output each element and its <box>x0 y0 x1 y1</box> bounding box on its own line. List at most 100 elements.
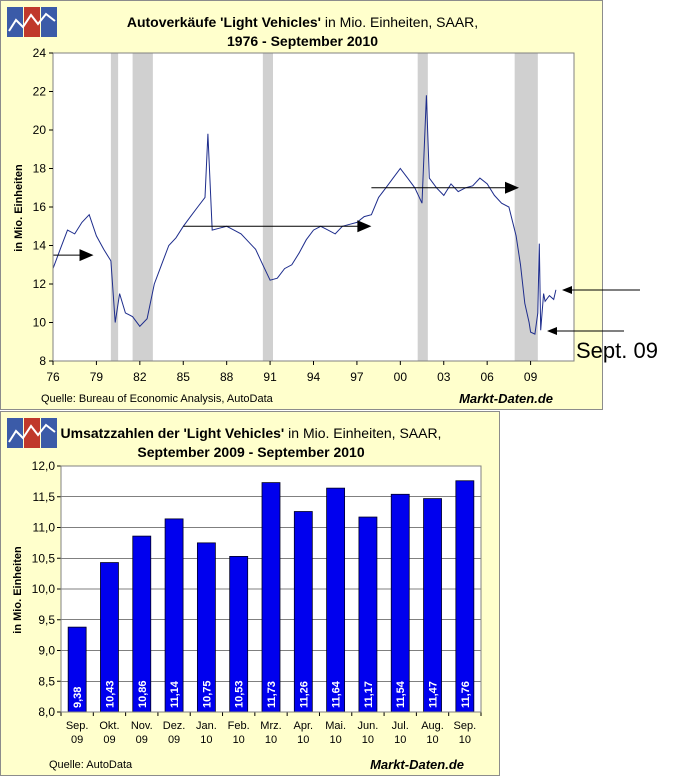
sept09-annotation: Sept. 09 <box>576 338 658 363</box>
y-tick-label: 16 <box>33 200 47 214</box>
bar-value-label: 11,14 <box>169 680 181 708</box>
y-tick-label: 8 <box>39 354 46 368</box>
brand-text: Markt-Daten.de <box>370 757 464 772</box>
recession-band <box>110 53 119 361</box>
x-tick-label: Nov. <box>131 720 153 732</box>
plot-area <box>53 53 574 361</box>
x-tick-label-year: 09 <box>71 734 83 746</box>
y-tick-label: 8,5 <box>38 674 55 688</box>
x-tick-label: 09 <box>524 370 538 384</box>
source-text: Quelle: AutoData <box>49 759 133 771</box>
y-tick-label: 12,0 <box>32 459 56 473</box>
y-tick-label: 24 <box>33 46 47 60</box>
line-chart: 8 10 12 14 16 18 20 22 24 76 79 82 85 88 91 94 97 00 03 06 0… <box>13 46 575 406</box>
line-chart-panel: Autoverkäufe 'Light Vehicles' in Mio. Ei… <box>0 0 603 410</box>
bar <box>326 487 346 713</box>
trend-arrow-head <box>79 249 94 262</box>
bar-value-label: 11,73 <box>266 681 278 708</box>
x-tick-label-year: 10 <box>297 734 309 746</box>
trend-arrow-head <box>505 181 520 194</box>
x-tick-label: 88 <box>220 370 234 384</box>
bar-value-label: 11,76 <box>460 681 472 708</box>
x-tick-label: Mai. <box>325 720 346 732</box>
y-axis-label: in Mio. Einheiten <box>12 546 24 634</box>
logo-icon <box>7 418 57 448</box>
x-tick-label: Jul. <box>392 720 409 732</box>
bar-value-label: 10,43 <box>104 680 116 708</box>
x-tick-label: Jan. <box>196 720 217 732</box>
x-tick-label-year: 09 <box>168 734 180 746</box>
x-tick-label: 91 <box>263 370 277 384</box>
x-tick-label: 85 <box>177 370 191 384</box>
chart-title: Autoverkäufe 'Light Vehicles' in Mio. Ei… <box>126 14 479 49</box>
x-tick-label: 06 <box>480 370 494 384</box>
x-tick-label-year: 09 <box>103 734 115 746</box>
series-line <box>52 95 557 335</box>
trend-arrow-head <box>357 220 372 233</box>
bar <box>455 480 475 713</box>
x-tick-label: 03 <box>437 370 451 384</box>
y-tick-label: 20 <box>33 123 47 137</box>
bar-value-label: 9,38 <box>72 687 84 708</box>
y-tick-label: 12 <box>33 277 47 291</box>
x-tick-label-year: 10 <box>233 734 245 746</box>
x-tick-label-year: 10 <box>329 734 341 746</box>
bar-value-label: 10,53 <box>234 680 246 708</box>
x-tick-label-year: 10 <box>265 734 277 746</box>
x-tick-label: Sep. <box>454 720 477 732</box>
x-tick-label: Aug. <box>421 720 444 732</box>
y-tick-label: 22 <box>33 85 47 99</box>
x-tick-label: 82 <box>133 370 147 384</box>
x-tick-label: Mrz. <box>260 720 281 732</box>
bar-chart-panel: Umsatzzahlen der 'Light Vehicles' in Mio… <box>0 411 500 776</box>
y-tick-label: 10,0 <box>32 582 56 596</box>
bar <box>423 498 442 713</box>
x-tick-label-year: 10 <box>200 734 212 746</box>
y-tick-label: 18 <box>33 162 47 176</box>
y-tick-label: 14 <box>33 239 47 253</box>
x-tick-label: Feb. <box>228 720 250 732</box>
x-tick-label: Apr. <box>294 720 314 732</box>
bar-value-label: 10,75 <box>201 680 213 708</box>
x-tick-label: 79 <box>90 370 104 384</box>
y-axis-label: in Mio. Einheiten <box>13 164 25 252</box>
bar-chart: 9,38 10,43 10,86 11,14 10,75 10,53 11,73 11,26 1… <box>12 459 482 772</box>
plot-frame <box>60 465 482 713</box>
x-tick-label: 76 <box>46 370 60 384</box>
x-tick-label-year: 10 <box>426 734 438 746</box>
x-tick-label-year: 09 <box>136 734 148 746</box>
recession-band <box>262 53 273 361</box>
y-tick-label: 11,5 <box>33 490 56 504</box>
chart-title: Umsatzzahlen der 'Light Vehicles' in Mio… <box>60 425 442 460</box>
x-tick-label: Sep. <box>66 720 89 732</box>
y-tick-label: 8,0 <box>38 705 55 719</box>
x-tick-label: Jun. <box>358 720 379 732</box>
y-tick-label: 9,5 <box>38 613 55 627</box>
x-tick-label: 94 <box>307 370 321 384</box>
x-tick-label: 97 <box>350 370 364 384</box>
logo-icon <box>7 7 57 37</box>
bar-value-label: 11,26 <box>298 681 310 708</box>
x-tick-label: Dez. <box>163 720 186 732</box>
recession-band <box>417 53 428 361</box>
bar-value-label: 11,54 <box>395 680 407 708</box>
bar-value-label: 11,64 <box>331 680 343 708</box>
source-text: Quelle: Bureau of Economic Analysis, Aut… <box>41 393 274 405</box>
x-tick-label-year: 10 <box>362 734 374 746</box>
bar <box>261 482 281 713</box>
bar-value-label: 11,17 <box>363 681 375 708</box>
bar-value-label: 11,47 <box>428 681 440 708</box>
y-tick-label: 10 <box>33 316 47 330</box>
y-tick-label: 9,0 <box>38 644 55 658</box>
x-tick-label: 00 <box>394 370 408 384</box>
brand-text: Markt-Daten.de <box>459 391 553 406</box>
recession-band <box>132 53 153 361</box>
x-tick-label-year: 10 <box>459 734 471 746</box>
x-tick-label-year: 10 <box>394 734 406 746</box>
bar-value-label: 10,86 <box>137 680 149 708</box>
recession-band <box>514 53 538 361</box>
bar <box>390 493 410 713</box>
x-tick-label: Okt. <box>99 720 119 732</box>
y-tick-label: 11,0 <box>33 521 56 535</box>
y-tick-label: 10,5 <box>32 551 56 565</box>
